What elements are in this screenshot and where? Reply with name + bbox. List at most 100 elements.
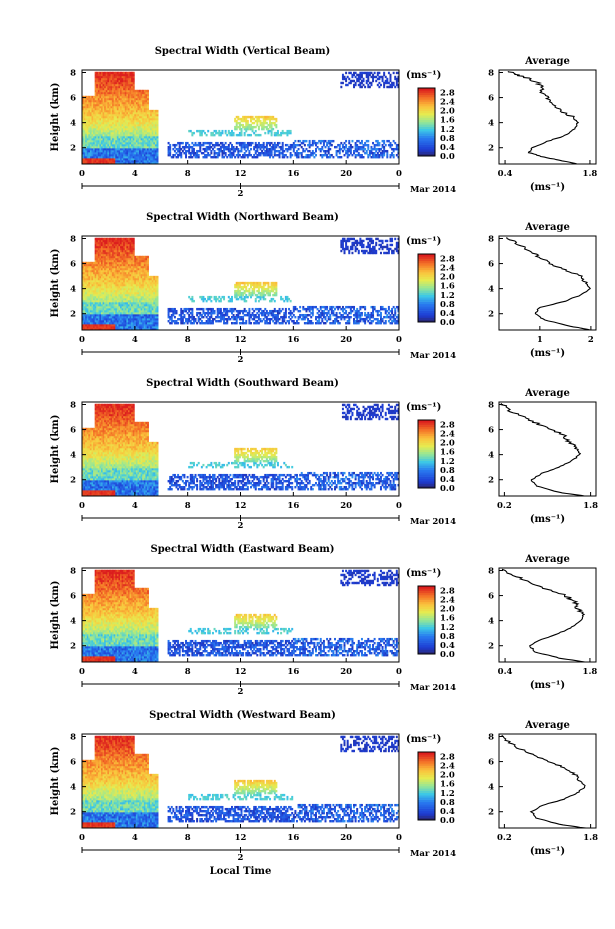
heatmap-cell	[252, 142, 254, 144]
heatmap-cell	[332, 140, 334, 142]
colorbar-swatch	[418, 149, 435, 152]
colorbar-swatch	[418, 124, 435, 127]
heatmap-cell	[255, 130, 257, 132]
heatmap-cell	[363, 156, 365, 158]
heatmap-cell	[169, 144, 171, 146]
heatmap-cell	[374, 72, 376, 74]
heatmap-cell	[225, 142, 227, 144]
heatmap-cell	[147, 90, 149, 92]
heatmap-cells	[82, 238, 399, 331]
y-tick-label: 6	[70, 94, 76, 104]
colorbar-swatch	[418, 120, 435, 123]
heatmap-cell	[383, 72, 385, 74]
heatmap-cell	[279, 142, 281, 144]
colorbar-swatch	[418, 122, 435, 125]
heatmap-cell	[286, 156, 288, 158]
colorbar-tick-label: 1.6	[440, 116, 455, 126]
heatmap-cell	[133, 72, 135, 74]
heatmap-cell	[221, 130, 223, 132]
colorbar-tick-label: 0.0	[440, 152, 455, 162]
colorbar-swatch	[418, 104, 435, 107]
heatmap-cell	[282, 142, 284, 144]
colorbar-swatch	[418, 97, 435, 100]
heatmap-cell	[291, 154, 293, 156]
heatmap-cell	[250, 148, 252, 150]
colorbar-swatch	[418, 151, 435, 154]
heatmap-cell	[345, 144, 347, 146]
colorbar-swatch	[418, 90, 435, 93]
x-tick-label: 20	[340, 169, 352, 179]
average-y-tick-label: 6	[488, 94, 494, 104]
colorbar-swatch	[418, 117, 435, 120]
panel-title: Spectral Width (Vertical Beam)	[155, 46, 331, 57]
heatmap-cell	[363, 78, 365, 80]
heatmap-cell	[309, 140, 311, 142]
colorbar-swatch	[418, 136, 435, 139]
heatmap-cell	[157, 276, 159, 278]
heatmap-cell	[264, 132, 266, 134]
heatmap-cell	[193, 132, 195, 134]
x-tick-label: 4	[132, 169, 138, 179]
date-tick-label: 2	[238, 189, 244, 199]
heatmap-cell	[331, 144, 333, 146]
colorbar-tick-label: 0.8	[440, 134, 455, 144]
average-x-tick-label: 1.8	[583, 169, 598, 179]
heatmap-cell	[345, 72, 347, 74]
heatmap-cell	[329, 148, 331, 150]
heatmap-cell	[393, 72, 395, 74]
heatmap-cell	[290, 130, 292, 132]
heatmap-cell	[380, 84, 382, 86]
colorbar-swatch	[418, 113, 435, 116]
heatmap-cell	[342, 82, 344, 84]
x-tick-label: 12	[235, 169, 247, 179]
colorbar-swatch	[418, 145, 435, 148]
colorbar-unit: (ms⁻¹)	[406, 70, 441, 81]
heatmap-cells	[82, 72, 399, 165]
colorbar-swatch	[418, 115, 435, 118]
heatmap-cell	[367, 144, 369, 146]
panel-title: Spectral Width (Northward Beam)	[146, 212, 339, 223]
heatmap-cell	[157, 110, 159, 112]
y-tick-label: 4	[70, 119, 76, 129]
date-label: Mar 2014	[410, 185, 456, 195]
y-tick-label: 2	[70, 144, 76, 154]
heatmap-cell	[304, 144, 306, 146]
average-title: Average	[524, 56, 570, 67]
colorbar-swatch	[418, 142, 435, 145]
colorbar-swatch	[418, 111, 435, 114]
colorbar-swatch	[418, 95, 435, 98]
heatmap-cell	[207, 130, 209, 132]
heatmap-cell	[393, 82, 395, 84]
heatmap-cell	[351, 146, 353, 148]
heatmap-cell	[361, 140, 363, 142]
colorbar-swatch	[418, 106, 435, 109]
colorbar-swatch	[418, 131, 435, 134]
colorbar-tick-label: 0.4	[440, 143, 455, 153]
heatmap-cell	[383, 140, 385, 142]
heatmap-cell	[386, 150, 388, 152]
panel-2: Spectral Width (Northward Beam)2468Heigh…	[50, 212, 596, 365]
average-profile-line	[508, 71, 578, 164]
heatmap-cell	[348, 140, 350, 142]
x-tick-label: 0	[396, 169, 402, 179]
heatmap-cell	[332, 156, 334, 158]
heatmap-cell	[315, 154, 317, 156]
heatmap-cell	[340, 86, 342, 88]
heatmap-cell	[277, 130, 279, 132]
y-axis-label: Height (km)	[50, 83, 61, 152]
heatmap-cell	[225, 152, 227, 154]
heatmap-cell	[340, 156, 342, 158]
x-tick-label: 16	[287, 169, 299, 179]
heatmap-cell	[250, 134, 252, 136]
heatmap-cell	[182, 142, 184, 144]
colorbar-swatch	[418, 127, 435, 130]
heatmap-cell	[294, 140, 296, 142]
heatmap-cell	[305, 140, 307, 142]
heatmap-cell	[275, 118, 277, 120]
colorbar-swatch	[418, 133, 435, 136]
colorbar-swatch	[418, 140, 435, 143]
average-y-tick-label: 4	[488, 119, 494, 129]
colorbar-swatch	[418, 99, 435, 102]
heatmap-cell	[298, 148, 300, 150]
